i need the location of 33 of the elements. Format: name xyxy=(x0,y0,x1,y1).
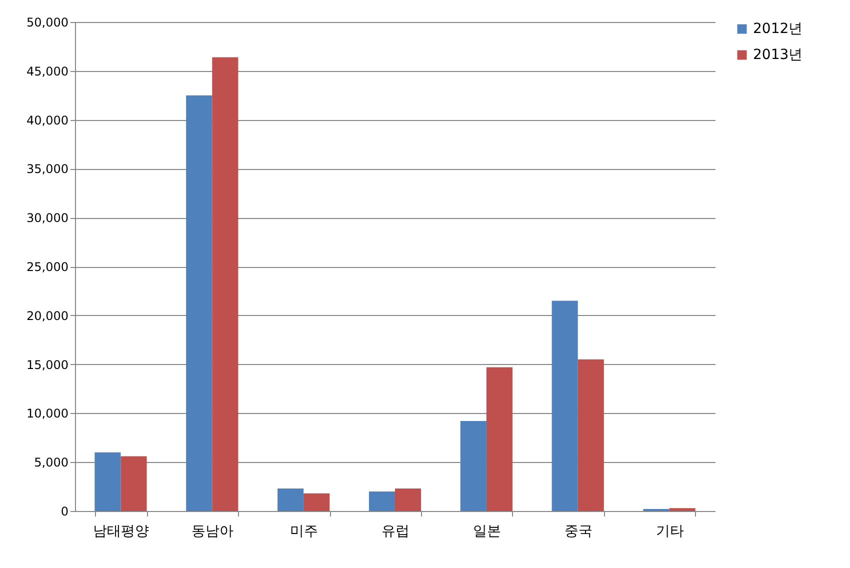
bar xyxy=(94,452,121,511)
y-tick-label: 5,000 xyxy=(34,456,68,470)
y-tick-label: 20,000 xyxy=(26,308,68,323)
bar xyxy=(186,95,212,511)
bar xyxy=(120,456,147,511)
bar xyxy=(278,488,304,511)
bar xyxy=(460,421,486,511)
y-tick-label: 50,000 xyxy=(26,16,68,30)
bar xyxy=(552,300,578,511)
bar xyxy=(395,488,422,511)
y-tick-label: 40,000 xyxy=(26,113,68,128)
x-tick-label: 일본 xyxy=(472,524,501,540)
bar xyxy=(669,508,696,511)
y-tick-label: 30,000 xyxy=(26,211,68,226)
x-tick-label: 미주 xyxy=(290,524,318,540)
y-tick-label: 0 xyxy=(60,504,68,518)
x-tick-label: 동남아 xyxy=(192,524,234,540)
y-tick-label: 10,000 xyxy=(26,406,68,421)
x-tick-label: 유럽 xyxy=(382,524,410,540)
bar xyxy=(578,359,604,511)
x-tick-label: 기타 xyxy=(656,524,684,540)
bar xyxy=(304,493,330,511)
x-tick-label: 남태평양 xyxy=(93,524,150,540)
y-tick-label: 45,000 xyxy=(26,64,68,78)
bar xyxy=(486,367,512,511)
legend-label: 2012년 xyxy=(753,21,803,37)
y-tick-label: 25,000 xyxy=(26,260,68,274)
x-tick-label: 중국 xyxy=(564,524,592,540)
legend-label: 2013년 xyxy=(753,47,803,63)
bar xyxy=(368,491,395,511)
bar xyxy=(212,57,238,511)
y-tick-label: 15,000 xyxy=(26,358,68,372)
y-tick-label: 35,000 xyxy=(26,162,68,176)
